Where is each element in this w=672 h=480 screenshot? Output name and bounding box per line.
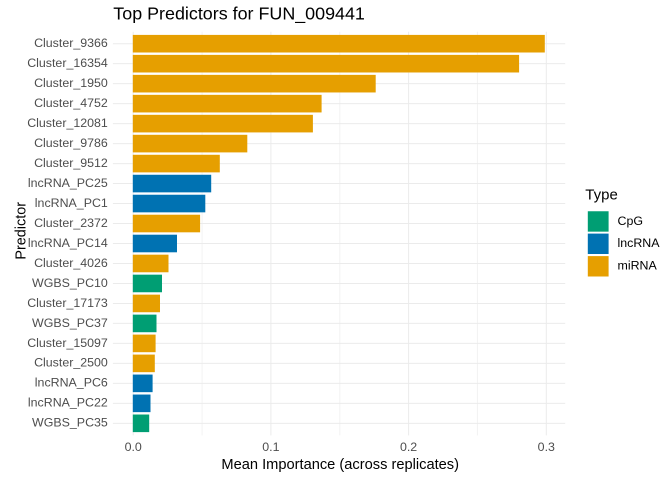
svg-text:miRNA: miRNA <box>618 259 658 273</box>
svg-text:Mean Importance (across replic: Mean Importance (across replicates) <box>221 457 459 473</box>
svg-text:lncRNA_PC1: lncRNA_PC1 <box>35 196 108 210</box>
svg-text:0.3: 0.3 <box>538 440 555 454</box>
svg-text:lncRNA: lncRNA <box>618 236 661 250</box>
svg-text:Cluster_2500: Cluster_2500 <box>34 356 108 370</box>
svg-text:lncRNA_PC25: lncRNA_PC25 <box>28 176 108 190</box>
svg-text:lncRNA_PC14: lncRNA_PC14 <box>28 236 108 250</box>
svg-text:WGBS_PC10: WGBS_PC10 <box>32 276 108 290</box>
svg-text:Cluster_17173: Cluster_17173 <box>27 296 108 310</box>
svg-text:CpG: CpG <box>618 214 643 228</box>
svg-text:0.0: 0.0 <box>125 440 142 454</box>
svg-text:WGBS_PC35: WGBS_PC35 <box>32 416 108 430</box>
svg-text:Cluster_2372: Cluster_2372 <box>34 216 108 230</box>
svg-text:WGBS_PC37: WGBS_PC37 <box>32 316 108 330</box>
svg-text:Cluster_9786: Cluster_9786 <box>34 136 108 150</box>
svg-text:Cluster_4026: Cluster_4026 <box>34 256 108 270</box>
svg-text:Predictor: Predictor <box>13 202 29 260</box>
svg-text:Cluster_16354: Cluster_16354 <box>27 56 108 70</box>
svg-text:0.2: 0.2 <box>400 440 417 454</box>
svg-text:Cluster_4752: Cluster_4752 <box>34 96 108 110</box>
svg-text:0.1: 0.1 <box>262 440 279 454</box>
svg-text:lncRNA_PC6: lncRNA_PC6 <box>35 376 108 390</box>
svg-text:Cluster_9512: Cluster_9512 <box>34 156 108 170</box>
svg-text:Cluster_9366: Cluster_9366 <box>34 36 108 50</box>
svg-text:Cluster_15097: Cluster_15097 <box>27 336 108 350</box>
svg-text:Cluster_1950: Cluster_1950 <box>34 76 108 90</box>
svg-text:lncRNA_PC22: lncRNA_PC22 <box>28 396 108 410</box>
svg-text:Cluster_12081: Cluster_12081 <box>27 116 108 130</box>
svg-text:Top Predictors for FUN_009441: Top Predictors for FUN_009441 <box>113 4 365 25</box>
svg-text:Type: Type <box>585 186 618 203</box>
